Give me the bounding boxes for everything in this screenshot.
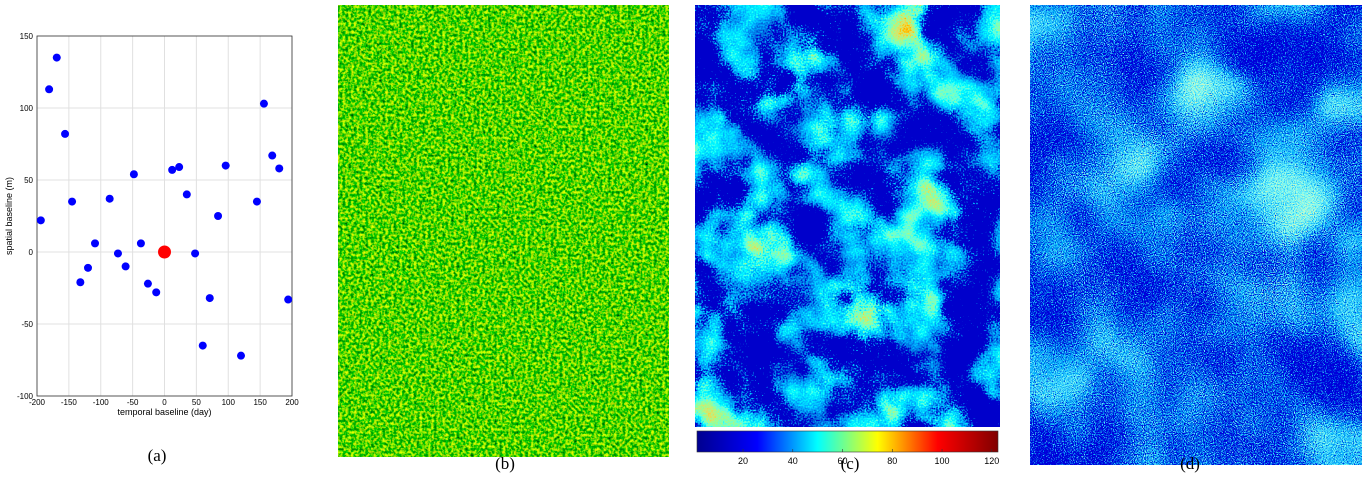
- phase-image: [1030, 5, 1362, 465]
- figure: -200-150-100-50050100150200-100-50050100…: [0, 0, 1369, 493]
- data-point: [237, 352, 245, 360]
- data-point: [199, 342, 207, 350]
- data-point: [114, 249, 122, 257]
- y-tick-label: 50: [24, 176, 33, 185]
- data-point: [106, 195, 114, 203]
- data-point: [268, 152, 276, 160]
- data-point: [152, 288, 160, 296]
- y-tick-label: -100: [17, 392, 34, 401]
- y-tick-label: 150: [20, 32, 34, 41]
- data-point: [214, 212, 222, 220]
- y-axis-label: spatial baseline (m): [4, 177, 14, 255]
- data-point: [158, 246, 171, 259]
- data-point: [175, 163, 183, 171]
- data-point: [84, 264, 92, 272]
- colorbar-tick-label: 100: [935, 456, 950, 466]
- y-tick-label: 0: [29, 248, 34, 257]
- data-point: [191, 249, 199, 257]
- data-point: [206, 294, 214, 302]
- colorbar-tick-label: 120: [984, 456, 999, 466]
- data-point: [53, 54, 61, 62]
- colorbar-tick-label: 40: [788, 456, 798, 466]
- colorbar-tick-label: 20: [738, 456, 748, 466]
- data-point: [275, 164, 283, 172]
- sar-image: [338, 5, 669, 457]
- colorbar-tick-label: 80: [887, 456, 897, 466]
- data-point: [222, 162, 230, 170]
- data-point: [61, 130, 69, 138]
- data-point: [37, 216, 45, 224]
- data-point: [144, 280, 152, 288]
- x-tick-label: -100: [93, 398, 110, 407]
- data-point: [122, 262, 130, 270]
- data-point: [91, 239, 99, 247]
- panel-caption: (a): [148, 446, 167, 465]
- x-axis-label: temporal baseline (day): [117, 407, 211, 417]
- data-point: [76, 278, 84, 286]
- x-tick-label: -50: [127, 398, 139, 407]
- y-tick-label: 100: [20, 104, 34, 113]
- data-point: [137, 239, 145, 247]
- x-tick-label: 150: [253, 398, 267, 407]
- panel-caption: (c): [841, 454, 860, 473]
- data-point: [260, 100, 268, 108]
- panel-caption: (b): [495, 454, 515, 473]
- panel-caption: (d): [1180, 454, 1200, 473]
- x-tick-label: 100: [222, 398, 236, 407]
- x-tick-label: -150: [61, 398, 78, 407]
- x-tick-label: 50: [192, 398, 201, 407]
- data-point: [284, 296, 292, 304]
- data-point: [130, 170, 138, 178]
- x-tick-label: 200: [285, 398, 299, 407]
- coherence-image: [695, 5, 1000, 427]
- y-tick-label: -50: [21, 320, 33, 329]
- x-tick-label: 0: [162, 398, 167, 407]
- data-point: [45, 85, 53, 93]
- data-point: [168, 166, 176, 174]
- colorbar: [697, 431, 998, 452]
- data-point: [253, 198, 261, 206]
- data-point: [68, 198, 76, 206]
- data-point: [183, 190, 191, 198]
